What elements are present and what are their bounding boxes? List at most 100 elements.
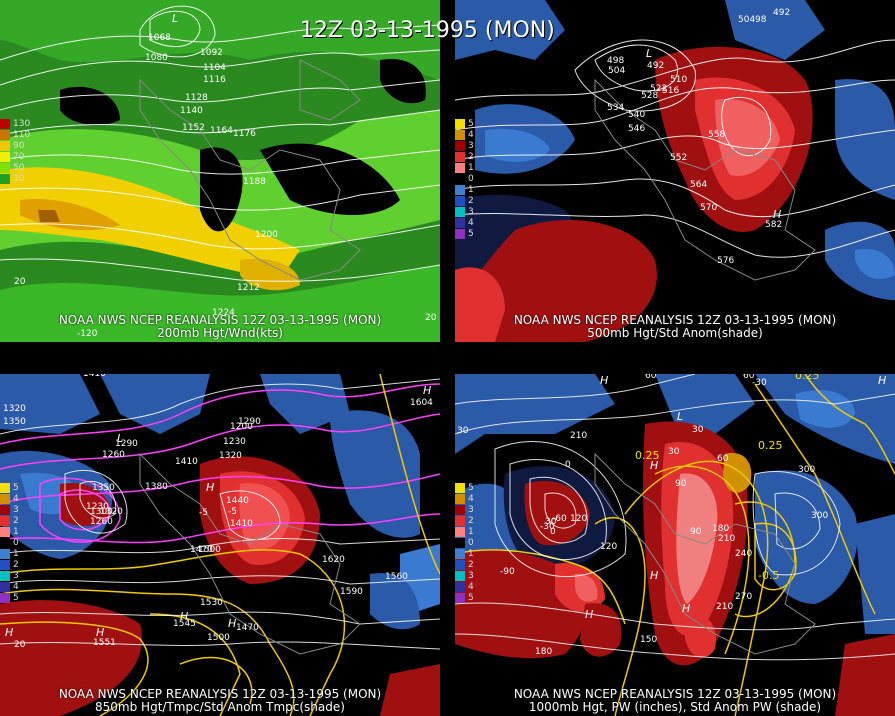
svg-text:1164: 1164 bbox=[210, 126, 233, 136]
svg-text:1551: 1551 bbox=[93, 638, 116, 648]
svg-text:1560: 1560 bbox=[385, 572, 408, 582]
svg-text:564: 564 bbox=[690, 180, 707, 190]
panel-caption-source: NOAA NWS NCEP REANALYSIS 12Z 03-13-1995 … bbox=[58, 313, 382, 327]
svg-text:90: 90 bbox=[690, 527, 702, 537]
legend-label: 1 bbox=[468, 184, 474, 195]
svg-text:1545: 1545 bbox=[173, 619, 196, 629]
legend-label: 4 bbox=[13, 493, 19, 504]
svg-text:1200: 1200 bbox=[230, 422, 253, 432]
legend-std-anomaly: 5 4 3 2 1 0 1 2 3 4 5 bbox=[455, 118, 474, 239]
svg-text:1290: 1290 bbox=[115, 439, 138, 449]
svg-text:1176: 1176 bbox=[233, 129, 256, 139]
panel-caption-source: NOAA NWS NCEP REANALYSIS 12Z 03-13-1995 … bbox=[58, 687, 382, 701]
svg-text:1470: 1470 bbox=[190, 545, 213, 555]
legend-label: 3 bbox=[468, 140, 474, 151]
svg-text:1230: 1230 bbox=[86, 502, 109, 512]
legend-label: 4 bbox=[13, 581, 19, 592]
page-title: 12Z 03-13-1995 (MON) bbox=[300, 18, 555, 43]
svg-text:504: 504 bbox=[738, 15, 755, 25]
legend-label: 0 bbox=[468, 173, 474, 184]
svg-text:0.25: 0.25 bbox=[635, 449, 660, 462]
svg-text:570: 570 bbox=[700, 203, 717, 213]
svg-text:1350: 1350 bbox=[92, 483, 115, 493]
svg-text:516: 516 bbox=[662, 86, 679, 96]
svg-text:1410: 1410 bbox=[230, 519, 253, 529]
svg-text:L: L bbox=[677, 410, 683, 423]
svg-text:60: 60 bbox=[743, 374, 755, 381]
panel-1000mb-height-pw-anomaly: 60 60 -30 30 210 30 0 30 60 30 0 -30 -60 120 120 9… bbox=[455, 374, 895, 716]
svg-text:558: 558 bbox=[708, 130, 725, 140]
legend-label: 3 bbox=[468, 570, 474, 581]
svg-text:1260: 1260 bbox=[102, 450, 125, 460]
legend-label: 1 bbox=[468, 162, 474, 173]
svg-text:H: H bbox=[228, 617, 236, 630]
svg-text:1300: 1300 bbox=[90, 507, 113, 517]
svg-text:180: 180 bbox=[535, 647, 552, 657]
svg-text:H: H bbox=[773, 208, 781, 221]
legend-label: 5 bbox=[468, 228, 474, 239]
svg-text:150: 150 bbox=[640, 635, 657, 645]
legend-label: 30 bbox=[13, 173, 25, 184]
svg-text:1092: 1092 bbox=[200, 48, 223, 58]
svg-text:540: 540 bbox=[628, 110, 645, 120]
legend-wind-speed: 130 110 90 70 50 30 bbox=[0, 118, 30, 184]
svg-text:1200: 1200 bbox=[255, 230, 278, 240]
svg-text:546: 546 bbox=[628, 124, 645, 134]
svg-text:0: 0 bbox=[565, 460, 571, 470]
legend-label: 0 bbox=[468, 537, 474, 548]
svg-text:498: 498 bbox=[607, 56, 624, 66]
svg-text:-5: -5 bbox=[228, 507, 237, 517]
legend-label: 2 bbox=[468, 151, 474, 162]
svg-text:582: 582 bbox=[765, 220, 782, 230]
svg-text:1380: 1380 bbox=[145, 482, 168, 492]
svg-text:1590: 1590 bbox=[340, 587, 363, 597]
legend-std-anomaly: 5 4 3 2 1 0 1 2 3 4 5 bbox=[455, 482, 474, 603]
svg-text:270: 270 bbox=[735, 592, 752, 602]
svg-text:504: 504 bbox=[608, 66, 625, 76]
legend-label: 4 bbox=[468, 493, 474, 504]
svg-text:300: 300 bbox=[811, 511, 828, 521]
svg-text:1470: 1470 bbox=[236, 623, 259, 633]
svg-text:0.25: 0.25 bbox=[758, 439, 783, 452]
svg-text:1440: 1440 bbox=[226, 496, 249, 506]
svg-text:1230: 1230 bbox=[223, 437, 246, 447]
svg-text:L: L bbox=[172, 12, 178, 25]
svg-text:1500: 1500 bbox=[207, 633, 230, 643]
legend-label: 3 bbox=[13, 570, 19, 581]
svg-text:H: H bbox=[5, 626, 13, 639]
svg-text:98: 98 bbox=[755, 15, 767, 25]
svg-text:510: 510 bbox=[670, 75, 687, 85]
panel-500mb-height-anomaly: 504 98 492 498 504 492 510 516 528 522 534 540 5… bbox=[455, 0, 895, 342]
svg-text:L: L bbox=[117, 432, 123, 445]
svg-text:1116: 1116 bbox=[203, 75, 226, 85]
svg-text:-30: -30 bbox=[752, 378, 767, 388]
svg-text:1080: 1080 bbox=[145, 53, 168, 63]
svg-text:1320: 1320 bbox=[3, 404, 26, 414]
svg-text:528: 528 bbox=[641, 91, 658, 101]
legend-label: 5 bbox=[468, 592, 474, 603]
svg-text:492: 492 bbox=[773, 8, 790, 18]
legend-label: 2 bbox=[468, 515, 474, 526]
legend-label: 5 bbox=[13, 592, 19, 603]
svg-text:1140: 1140 bbox=[180, 106, 203, 116]
svg-text:120: 120 bbox=[600, 542, 617, 552]
svg-text:300: 300 bbox=[798, 465, 815, 475]
legend-label: 130 bbox=[13, 118, 31, 129]
svg-text:1350: 1350 bbox=[3, 417, 26, 427]
svg-text:H: H bbox=[180, 610, 188, 623]
svg-text:30: 30 bbox=[457, 426, 469, 436]
svg-text:20: 20 bbox=[14, 640, 26, 650]
svg-text:H: H bbox=[423, 384, 431, 397]
svg-text:-120: -120 bbox=[77, 329, 98, 339]
svg-text:30: 30 bbox=[545, 517, 557, 527]
panel-850mb-height-temp-anomaly: 1410 1320 1350 1260 1290 1290 1230 1200 1320 1… bbox=[0, 374, 440, 716]
panel-caption-source: NOAA NWS NCEP REANALYSIS 12Z 03-13-1995 … bbox=[513, 313, 837, 327]
legend-label: 70 bbox=[13, 151, 25, 162]
legend-label: 3 bbox=[468, 206, 474, 217]
svg-text:1604: 1604 bbox=[410, 398, 433, 408]
legend-label: 5 bbox=[13, 482, 19, 493]
svg-text:522: 522 bbox=[650, 84, 667, 94]
panel-caption-field: 1000mb Hgt, PW (inches), Std Anom PW (sh… bbox=[528, 700, 822, 714]
legend-label: 4 bbox=[468, 217, 474, 228]
